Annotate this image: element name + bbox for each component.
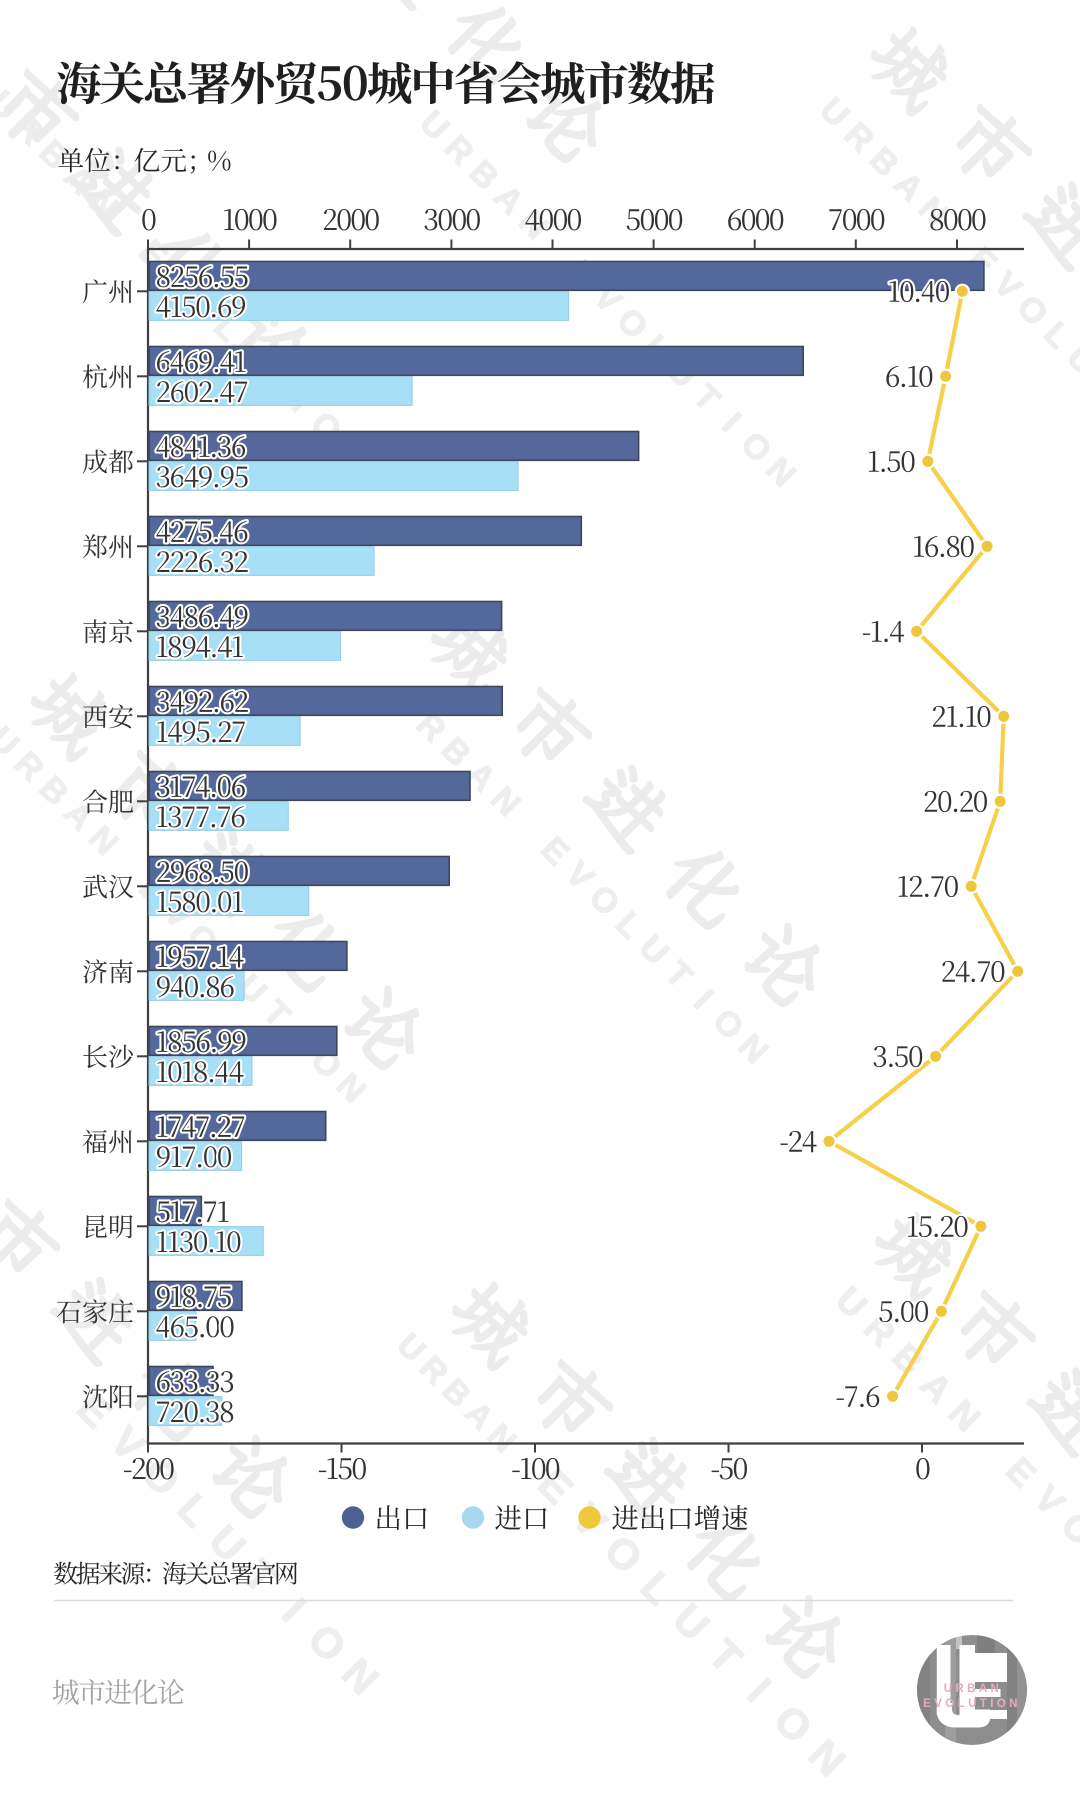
svg-text:URBAN: URBAN	[944, 1683, 1003, 1695]
svg-text:EVOLUTION: EVOLUTION	[923, 1698, 1021, 1710]
